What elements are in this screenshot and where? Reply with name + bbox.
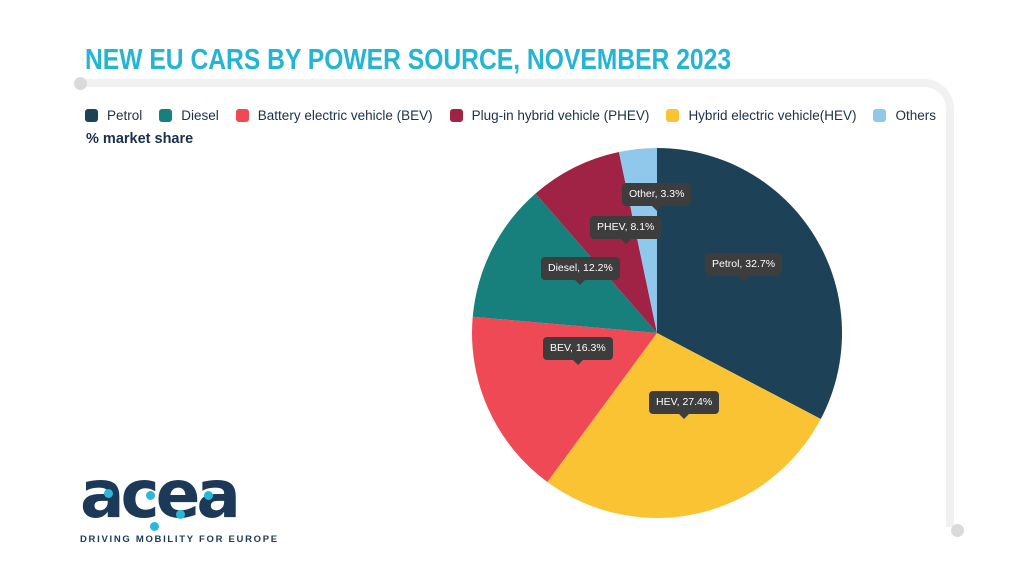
legend-swatch-bev [235, 109, 249, 122]
legend-item-phev: Plug-in hybrid vehicle (PHEV) [449, 108, 650, 123]
legend-swatch-petrol [85, 109, 98, 122]
pie-label-petrol: Petrol, 32.7% [705, 253, 783, 276]
pie-label-bev: BEV, 16.3% [543, 337, 613, 360]
logo-dot-icon [150, 522, 159, 531]
frame-line-end-dot [951, 524, 964, 537]
legend-label-phev: Plug-in hybrid vehicle (PHEV) [471, 108, 650, 123]
legend-swatch-phev [449, 109, 463, 122]
legend-item-diesel: Diesel [159, 108, 219, 123]
acea-tagline: DRIVING MOBILITY FOR EUROPE [80, 534, 279, 545]
legend-item-hev: Hybrid electric vehicle(HEV) [666, 108, 856, 123]
pie-label-other: Other, 3.3% [622, 183, 692, 206]
axis-unit-label: % market share [86, 131, 194, 147]
pie-slice-hybrid-electric-vehicle-hev [547, 333, 821, 518]
legend-label-petrol: Petrol [107, 108, 143, 123]
legend-item-bev: Battery electric vehicle (BEV) [235, 108, 433, 123]
logo-dot-icon [146, 491, 155, 500]
frame-line-start-dot [74, 77, 87, 90]
legend-item-petrol: Petrol [85, 108, 142, 123]
pie-label-phev: PHEV, 8.1% [590, 216, 662, 239]
page-title: NEW EU CARS BY POWER SOURCE, NOVEMBER 20… [85, 44, 732, 76]
acea-logo: acea DRIVING MOBILITY FOR EUROPE [80, 462, 279, 546]
legend-label-bev: Battery electric vehicle (BEV) [257, 108, 433, 123]
logo-dot-icon [104, 489, 113, 498]
legend-swatch-others [873, 109, 887, 122]
legend-label-hev: Hybrid electric vehicle(HEV) [688, 108, 857, 123]
pie-slice-petrol [657, 148, 843, 420]
pie-label-hev: HEV, 27.4% [649, 391, 720, 414]
logo-dot-icon [204, 491, 213, 500]
legend-label-diesel: Diesel [181, 108, 219, 123]
legend-label-others: Others [895, 108, 936, 123]
pie-label-diesel: Diesel, 12.2% [541, 257, 620, 280]
legend-swatch-hev [666, 109, 680, 122]
legend-swatch-diesel [159, 109, 173, 122]
logo-dot-icon [176, 510, 185, 519]
legend-item-others: Others [873, 108, 936, 123]
chart-legend: Petrol Diesel Battery electric vehicle (… [85, 108, 936, 123]
